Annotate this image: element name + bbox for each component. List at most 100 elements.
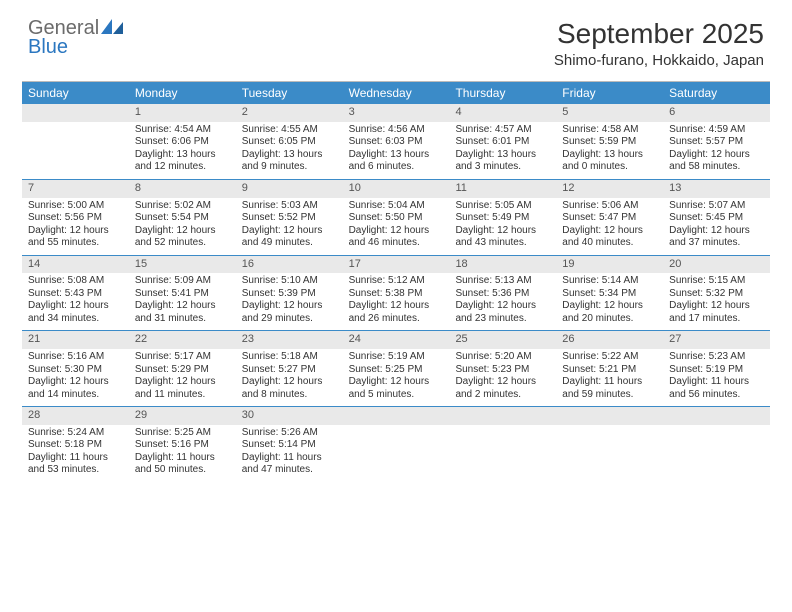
sunrise-line: Sunrise: 4:57 AM xyxy=(455,124,550,137)
day-number xyxy=(22,104,129,122)
daylight-line: Daylight: 12 hours and 46 minutes. xyxy=(349,225,444,250)
sunrise-line: Sunrise: 5:17 AM xyxy=(135,351,230,364)
sunrise-line: Sunrise: 5:16 AM xyxy=(28,351,123,364)
daylight-line: Daylight: 12 hours and 2 minutes. xyxy=(455,376,550,401)
calendar-cell: 24Sunrise: 5:19 AMSunset: 5:25 PMDayligh… xyxy=(343,331,450,406)
sunset-line: Sunset: 5:21 PM xyxy=(562,364,657,377)
day-number: 26 xyxy=(556,331,663,349)
sunrise-line: Sunrise: 5:02 AM xyxy=(135,200,230,213)
sunrise-line: Sunrise: 5:15 AM xyxy=(669,275,764,288)
daylight-line: Daylight: 12 hours and 23 minutes. xyxy=(455,300,550,325)
sunrise-line: Sunrise: 5:10 AM xyxy=(242,275,337,288)
day-number: 24 xyxy=(343,331,450,349)
sunset-line: Sunset: 6:03 PM xyxy=(349,136,444,149)
calendar-cell: 29Sunrise: 5:25 AMSunset: 5:16 PMDayligh… xyxy=(129,407,236,482)
sunrise-line: Sunrise: 5:25 AM xyxy=(135,427,230,440)
sunset-line: Sunset: 5:19 PM xyxy=(669,364,764,377)
day-number: 16 xyxy=(236,256,343,274)
daylight-line: Daylight: 12 hours and 52 minutes. xyxy=(135,225,230,250)
day-info: Sunrise: 5:18 AMSunset: 5:27 PMDaylight:… xyxy=(236,349,343,406)
sunset-line: Sunset: 5:41 PM xyxy=(135,288,230,301)
day-number: 2 xyxy=(236,104,343,122)
daylight-line: Daylight: 12 hours and 29 minutes. xyxy=(242,300,337,325)
day-info: Sunrise: 5:15 AMSunset: 5:32 PMDaylight:… xyxy=(663,273,770,330)
day-number: 1 xyxy=(129,104,236,122)
day-of-week-label: Tuesday xyxy=(236,82,343,104)
day-number xyxy=(343,407,450,425)
calendar-cell: 4Sunrise: 4:57 AMSunset: 6:01 PMDaylight… xyxy=(449,104,556,179)
day-info: Sunrise: 4:59 AMSunset: 5:57 PMDaylight:… xyxy=(663,122,770,179)
daylight-line: Daylight: 11 hours and 56 minutes. xyxy=(669,376,764,401)
day-info: Sunrise: 5:07 AMSunset: 5:45 PMDaylight:… xyxy=(663,198,770,255)
sunrise-line: Sunrise: 5:19 AM xyxy=(349,351,444,364)
day-info: Sunrise: 5:14 AMSunset: 5:34 PMDaylight:… xyxy=(556,273,663,330)
sunset-line: Sunset: 5:32 PM xyxy=(669,288,764,301)
sunset-line: Sunset: 5:27 PM xyxy=(242,364,337,377)
calendar-cell: 2Sunrise: 4:55 AMSunset: 6:05 PMDaylight… xyxy=(236,104,343,179)
sunset-line: Sunset: 5:25 PM xyxy=(349,364,444,377)
daylight-line: Daylight: 12 hours and 55 minutes. xyxy=(28,225,123,250)
calendar-cell xyxy=(663,407,770,482)
sunrise-line: Sunrise: 5:22 AM xyxy=(562,351,657,364)
calendar-cell: 3Sunrise: 4:56 AMSunset: 6:03 PMDaylight… xyxy=(343,104,450,179)
sunset-line: Sunset: 5:56 PM xyxy=(28,212,123,225)
location-subtitle: Shimo-furano, Hokkaido, Japan xyxy=(554,52,764,69)
page-title: September 2025 xyxy=(554,18,764,50)
calendar-cell: 27Sunrise: 5:23 AMSunset: 5:19 PMDayligh… xyxy=(663,331,770,406)
sunrise-line: Sunrise: 5:20 AM xyxy=(455,351,550,364)
day-number: 7 xyxy=(22,180,129,198)
logo-word-2: Blue xyxy=(28,36,68,58)
day-number: 12 xyxy=(556,180,663,198)
day-info: Sunrise: 4:58 AMSunset: 5:59 PMDaylight:… xyxy=(556,122,663,179)
day-info: Sunrise: 5:17 AMSunset: 5:29 PMDaylight:… xyxy=(129,349,236,406)
daylight-line: Daylight: 13 hours and 12 minutes. xyxy=(135,149,230,174)
day-info: Sunrise: 5:03 AMSunset: 5:52 PMDaylight:… xyxy=(236,198,343,255)
sunset-line: Sunset: 5:38 PM xyxy=(349,288,444,301)
calendar-cell xyxy=(556,407,663,482)
day-number: 17 xyxy=(343,256,450,274)
logo: General Blue xyxy=(28,18,123,57)
day-info: Sunrise: 5:25 AMSunset: 5:16 PMDaylight:… xyxy=(129,425,236,482)
calendar-cell: 19Sunrise: 5:14 AMSunset: 5:34 PMDayligh… xyxy=(556,256,663,331)
calendar-cell: 10Sunrise: 5:04 AMSunset: 5:50 PMDayligh… xyxy=(343,180,450,255)
daylight-line: Daylight: 12 hours and 58 minutes. xyxy=(669,149,764,174)
sunset-line: Sunset: 5:54 PM xyxy=(135,212,230,225)
calendar-week: 28Sunrise: 5:24 AMSunset: 5:18 PMDayligh… xyxy=(22,407,770,482)
day-info: Sunrise: 4:57 AMSunset: 6:01 PMDaylight:… xyxy=(449,122,556,179)
sunrise-line: Sunrise: 5:08 AM xyxy=(28,275,123,288)
sunset-line: Sunset: 5:45 PM xyxy=(669,212,764,225)
day-info: Sunrise: 4:56 AMSunset: 6:03 PMDaylight:… xyxy=(343,122,450,179)
sunset-line: Sunset: 5:49 PM xyxy=(455,212,550,225)
day-number: 25 xyxy=(449,331,556,349)
sail-icon xyxy=(101,17,123,39)
day-of-week-header: SundayMondayTuesdayWednesdayThursdayFrid… xyxy=(22,82,770,104)
sunset-line: Sunset: 6:01 PM xyxy=(455,136,550,149)
daylight-line: Daylight: 12 hours and 49 minutes. xyxy=(242,225,337,250)
sunset-line: Sunset: 5:34 PM xyxy=(562,288,657,301)
day-number: 21 xyxy=(22,331,129,349)
sunrise-line: Sunrise: 5:13 AM xyxy=(455,275,550,288)
header: General Blue September 2025 Shimo-furano… xyxy=(0,0,792,75)
sunset-line: Sunset: 5:39 PM xyxy=(242,288,337,301)
daylight-line: Daylight: 12 hours and 40 minutes. xyxy=(562,225,657,250)
day-of-week-label: Saturday xyxy=(663,82,770,104)
day-info: Sunrise: 5:08 AMSunset: 5:43 PMDaylight:… xyxy=(22,273,129,330)
sunrise-line: Sunrise: 5:03 AM xyxy=(242,200,337,213)
calendar-cell: 18Sunrise: 5:13 AMSunset: 5:36 PMDayligh… xyxy=(449,256,556,331)
sunrise-line: Sunrise: 5:00 AM xyxy=(28,200,123,213)
sunset-line: Sunset: 5:29 PM xyxy=(135,364,230,377)
day-info: Sunrise: 5:09 AMSunset: 5:41 PMDaylight:… xyxy=(129,273,236,330)
calendar-cell: 30Sunrise: 5:26 AMSunset: 5:14 PMDayligh… xyxy=(236,407,343,482)
daylight-line: Daylight: 13 hours and 3 minutes. xyxy=(455,149,550,174)
sunrise-line: Sunrise: 4:58 AM xyxy=(562,124,657,137)
daylight-line: Daylight: 12 hours and 26 minutes. xyxy=(349,300,444,325)
day-number xyxy=(663,407,770,425)
day-number: 30 xyxy=(236,407,343,425)
calendar-cell: 13Sunrise: 5:07 AMSunset: 5:45 PMDayligh… xyxy=(663,180,770,255)
sunset-line: Sunset: 5:50 PM xyxy=(349,212,444,225)
daylight-line: Daylight: 11 hours and 47 minutes. xyxy=(242,452,337,477)
daylight-line: Daylight: 13 hours and 0 minutes. xyxy=(562,149,657,174)
day-info: Sunrise: 5:19 AMSunset: 5:25 PMDaylight:… xyxy=(343,349,450,406)
sunrise-line: Sunrise: 5:07 AM xyxy=(669,200,764,213)
sunset-line: Sunset: 5:59 PM xyxy=(562,136,657,149)
